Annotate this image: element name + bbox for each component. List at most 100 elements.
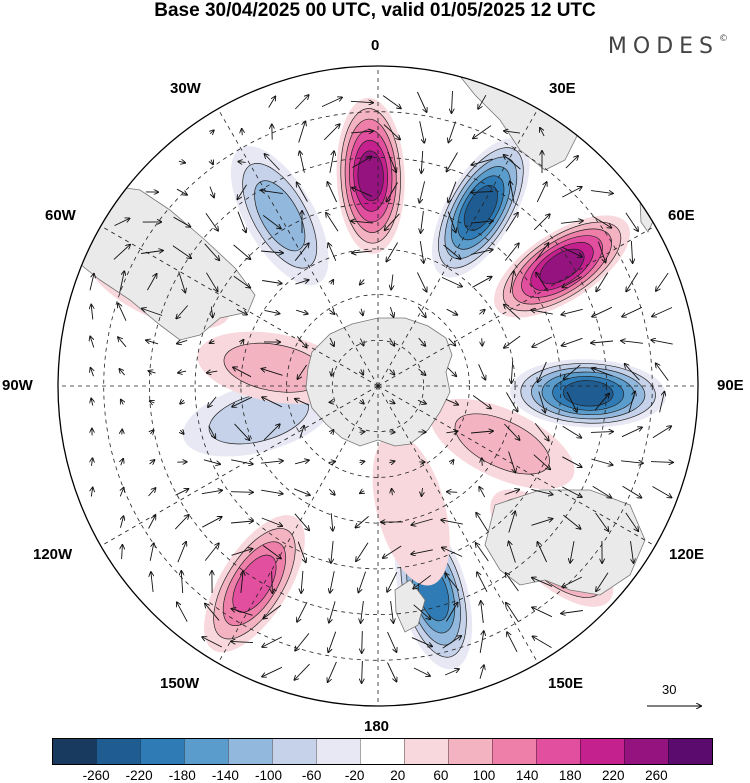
reference-vector-label: 30 bbox=[662, 682, 677, 697]
wind-vector bbox=[443, 244, 461, 259]
wind-vector bbox=[445, 398, 458, 404]
wind-vector bbox=[413, 574, 432, 588]
wind-vector bbox=[294, 513, 309, 531]
colorbar-swatch bbox=[184, 739, 228, 764]
colorbar-tick-label: -140 bbox=[211, 768, 239, 783]
wind-vector bbox=[504, 423, 519, 440]
wind-vector bbox=[208, 396, 217, 407]
wind-vector bbox=[591, 341, 614, 343]
colorbar-tick-label: 180 bbox=[558, 768, 582, 783]
wind-vector bbox=[150, 401, 155, 403]
wind-vector bbox=[263, 424, 280, 441]
wind-vector bbox=[204, 243, 220, 260]
wind-vector bbox=[592, 306, 613, 316]
wind-vector bbox=[630, 541, 634, 563]
wind-vector bbox=[328, 661, 337, 682]
meridian-line bbox=[377, 225, 656, 387]
wind-vector bbox=[294, 243, 309, 261]
colorbar-tick-label: -260 bbox=[82, 768, 110, 783]
anomaly-center bbox=[431, 138, 530, 278]
wind-vector bbox=[234, 423, 250, 440]
wind-vector bbox=[506, 573, 519, 592]
brand-name: MODES bbox=[607, 34, 719, 59]
wind-vector bbox=[416, 272, 426, 291]
wind-vector bbox=[203, 459, 220, 464]
latitude-circle bbox=[331, 339, 425, 433]
wind-vector bbox=[350, 101, 373, 102]
wind-vector bbox=[360, 461, 365, 462]
lon-label-30w: 30W bbox=[170, 80, 201, 97]
lon-label-60e: 60E bbox=[668, 207, 695, 224]
wind-vector bbox=[531, 310, 553, 315]
lon-label-30e: 30E bbox=[549, 80, 576, 97]
wind-vector bbox=[511, 360, 512, 383]
wind-vector bbox=[476, 543, 489, 562]
wind-vector bbox=[508, 451, 516, 473]
wind-vector bbox=[360, 491, 364, 494]
lon-label-180: 180 bbox=[364, 718, 390, 735]
lon-label-120e: 120E bbox=[669, 546, 705, 563]
wind-vector bbox=[151, 572, 153, 592]
wind-vector bbox=[504, 335, 521, 348]
colorbar-swatch bbox=[536, 739, 580, 764]
wind-vector bbox=[297, 541, 306, 563]
wind-vector bbox=[149, 371, 156, 373]
wind-vector bbox=[470, 431, 493, 433]
wind-vector bbox=[533, 214, 550, 231]
wind-vector bbox=[419, 121, 425, 143]
contour-level bbox=[562, 380, 614, 407]
wind-vector bbox=[419, 241, 423, 263]
wind-vector bbox=[361, 369, 363, 374]
wind-vector bbox=[383, 124, 400, 140]
anomaly-center bbox=[510, 359, 667, 428]
brand-mark: © bbox=[719, 34, 728, 44]
wind-vector bbox=[535, 243, 549, 262]
wind-vector bbox=[482, 338, 483, 345]
wind-vector bbox=[122, 545, 123, 560]
colorbar-swatch bbox=[53, 739, 96, 764]
wind-vector bbox=[295, 280, 308, 285]
wind-vector bbox=[417, 400, 426, 403]
wind-vector bbox=[505, 213, 518, 232]
wind-vector bbox=[262, 636, 283, 647]
wind-vector bbox=[506, 603, 519, 622]
wind-vector bbox=[445, 573, 460, 591]
wind-vector bbox=[561, 308, 583, 314]
wind-vector bbox=[231, 459, 253, 464]
wind-vector bbox=[592, 485, 612, 498]
colorbar bbox=[52, 738, 713, 765]
lon-label-90w: 90W bbox=[2, 377, 33, 394]
colorbar-swatch bbox=[624, 739, 668, 764]
graticule bbox=[58, 66, 698, 706]
wind-vector bbox=[361, 601, 364, 623]
wind-vector bbox=[329, 337, 334, 346]
wind-vector bbox=[149, 543, 154, 561]
wind-vector bbox=[297, 364, 307, 379]
wind-vector bbox=[441, 520, 463, 525]
wind-vector bbox=[592, 215, 612, 227]
wind-vector bbox=[471, 192, 494, 193]
wind-vector bbox=[448, 121, 457, 143]
wind-vector bbox=[362, 630, 363, 653]
wind-vector bbox=[447, 152, 458, 172]
wind-vector bbox=[418, 368, 426, 375]
wind-vector bbox=[441, 276, 462, 286]
wind-vector bbox=[206, 272, 217, 292]
wind-vector bbox=[595, 512, 609, 531]
wind-vector bbox=[211, 160, 213, 165]
wind-vector bbox=[295, 399, 310, 406]
wind-vector bbox=[385, 213, 400, 230]
wind-vector bbox=[263, 605, 282, 618]
wind-vector bbox=[534, 423, 549, 440]
wind-vector bbox=[478, 94, 487, 109]
colorbar-tick-label: 100 bbox=[472, 768, 496, 783]
wind-vector bbox=[447, 367, 456, 376]
wind-vector bbox=[622, 485, 642, 497]
wind-vector bbox=[352, 188, 373, 197]
wind-vector bbox=[293, 488, 310, 495]
wind-vector bbox=[564, 364, 581, 379]
wind-vector bbox=[477, 572, 488, 593]
wind-vector bbox=[387, 151, 396, 172]
wind-vector bbox=[562, 576, 583, 587]
wind-vector bbox=[448, 181, 457, 203]
